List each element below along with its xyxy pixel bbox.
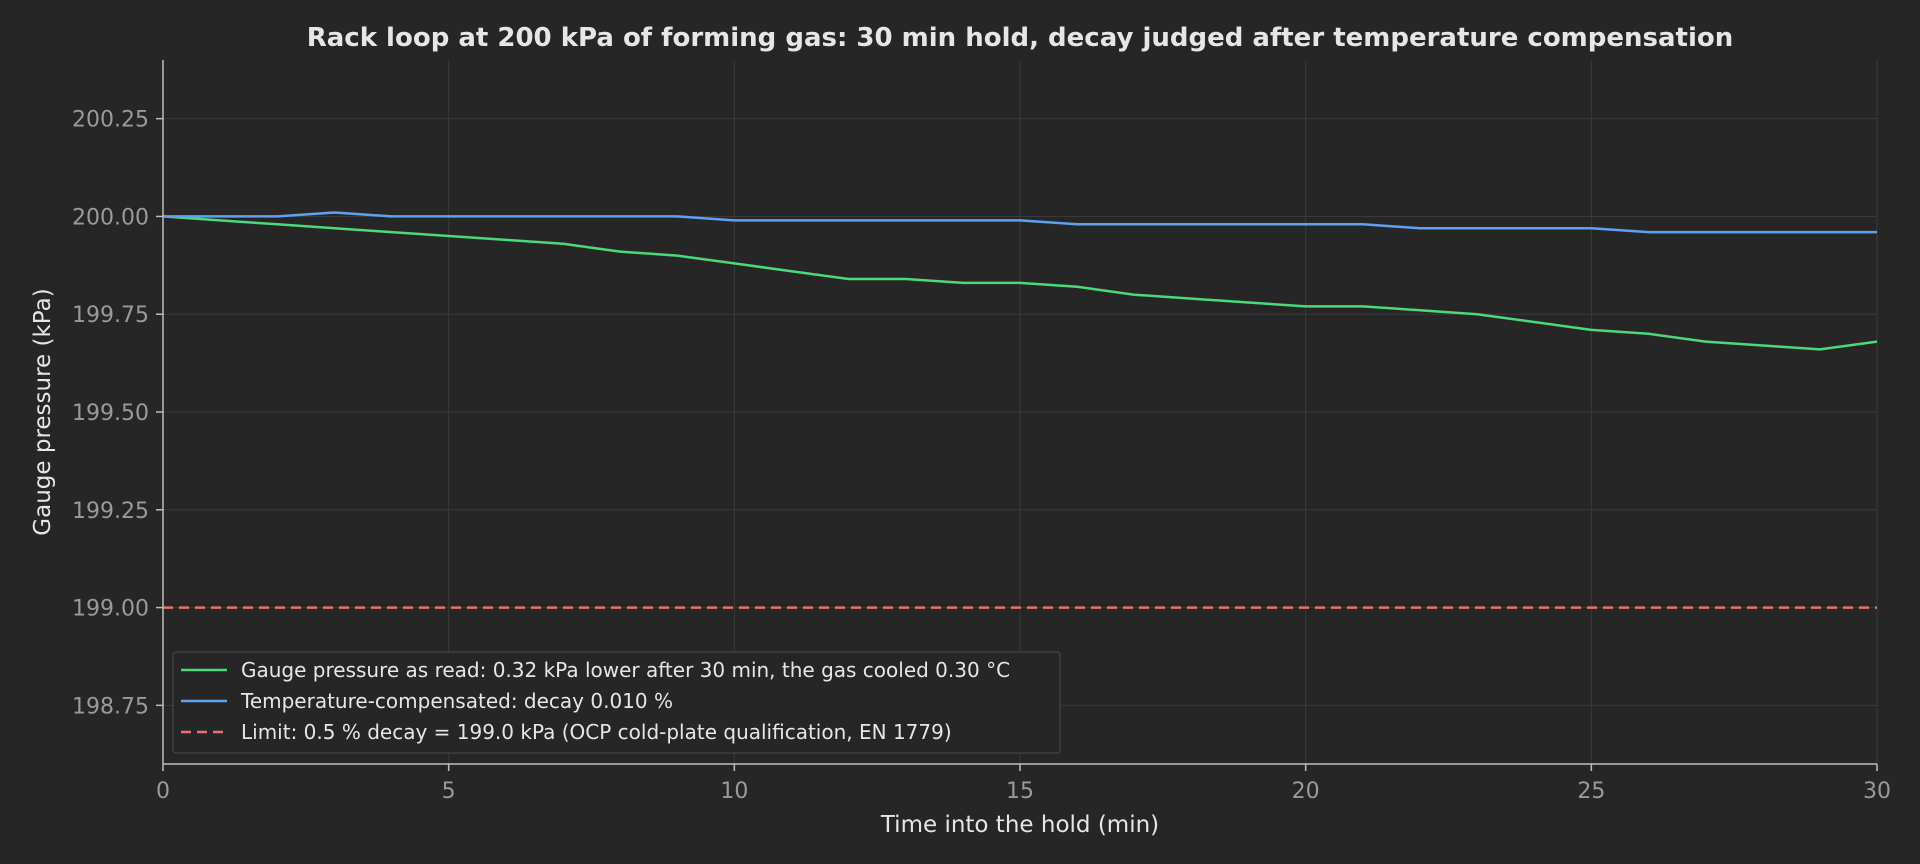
x-tick-label: 15 [1006, 779, 1034, 804]
y-axis-label: Gauge pressure (kPa) [30, 288, 56, 535]
x-tick-label: 20 [1292, 779, 1320, 804]
legend-entry-compensated: Temperature-compensated: decay 0.010 % [240, 689, 673, 713]
y-tick-label: 199.25 [72, 499, 149, 524]
grid [162, 60, 1878, 764]
legend-entry-gauge: Gauge pressure as read: 0.32 kPa lower a… [241, 658, 1010, 682]
y-tick-label: 200.00 [72, 205, 149, 230]
x-tick-label: 0 [156, 779, 170, 804]
y-tick-label: 200.25 [72, 108, 149, 133]
x-tick-label: 30 [1863, 779, 1891, 804]
ticks: 0 5 10 15 20 25 30 198.75 199.00 199.25 199.50 199.… [72, 108, 1891, 804]
legend: Gauge pressure as read: 0.32 kPa lower a… [172, 651, 1061, 754]
chart-title: Rack loop at 200 kPa of forming gas: 30 … [307, 23, 1734, 53]
y-tick-label: 199.00 [72, 597, 149, 622]
x-tick-label: 10 [720, 779, 748, 804]
y-tick-label: 199.50 [72, 401, 149, 426]
series-line-temperature-compensated [163, 211, 1877, 234]
legend-box [172, 651, 1061, 754]
legend-entry-limit: Limit: 0.5 % decay = 199.0 kPa (OCP cold… [241, 720, 952, 744]
x-tick-label: 5 [442, 779, 456, 804]
series-line-gauge-pressure [162, 215, 1878, 351]
y-tick-label: 199.75 [72, 303, 149, 328]
x-axis-label: Time into the hold (min) [880, 812, 1159, 838]
series-lines [162, 211, 1878, 609]
x-tick-label: 25 [1577, 779, 1605, 804]
y-tick-label: 198.75 [72, 694, 149, 719]
